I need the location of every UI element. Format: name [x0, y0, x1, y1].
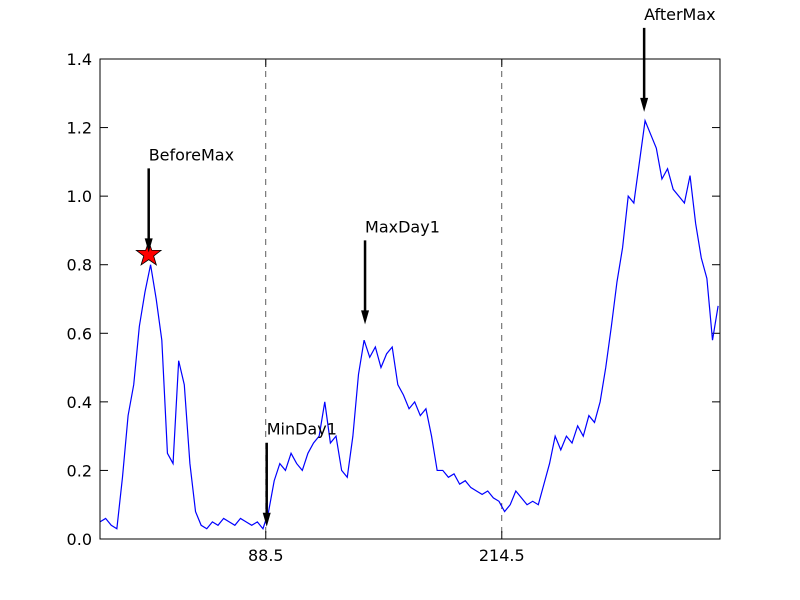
x-tick-label: 214.5 [479, 546, 525, 565]
annotation-arrowhead [144, 238, 153, 253]
plot-frame [99, 58, 721, 540]
y-tick-label: 1.0 [67, 187, 92, 206]
annotation-arrowhead [361, 310, 370, 325]
x-tick-label: 88.5 [248, 546, 284, 565]
y-tick-label: 1.4 [67, 50, 92, 69]
y-tick-label: 0.8 [67, 256, 92, 275]
annotation-label: AfterMax [644, 5, 716, 24]
annotation-arrowhead [262, 512, 271, 527]
y-tick-label: 0.2 [67, 461, 92, 480]
annotation-arrowhead [640, 97, 649, 112]
annotation-label: BeforeMax [149, 145, 234, 164]
data-line [99, 118, 719, 530]
annotation-label: MaxDay1 [365, 217, 440, 236]
y-tick-label: 0.0 [67, 530, 92, 549]
annotation-label: MinDay1 [267, 420, 337, 439]
y-tick-label: 1.2 [67, 119, 92, 138]
highlight-star [135, 240, 163, 266]
y-tick-label: 0.6 [67, 324, 92, 343]
y-tick-label: 0.4 [67, 393, 92, 412]
